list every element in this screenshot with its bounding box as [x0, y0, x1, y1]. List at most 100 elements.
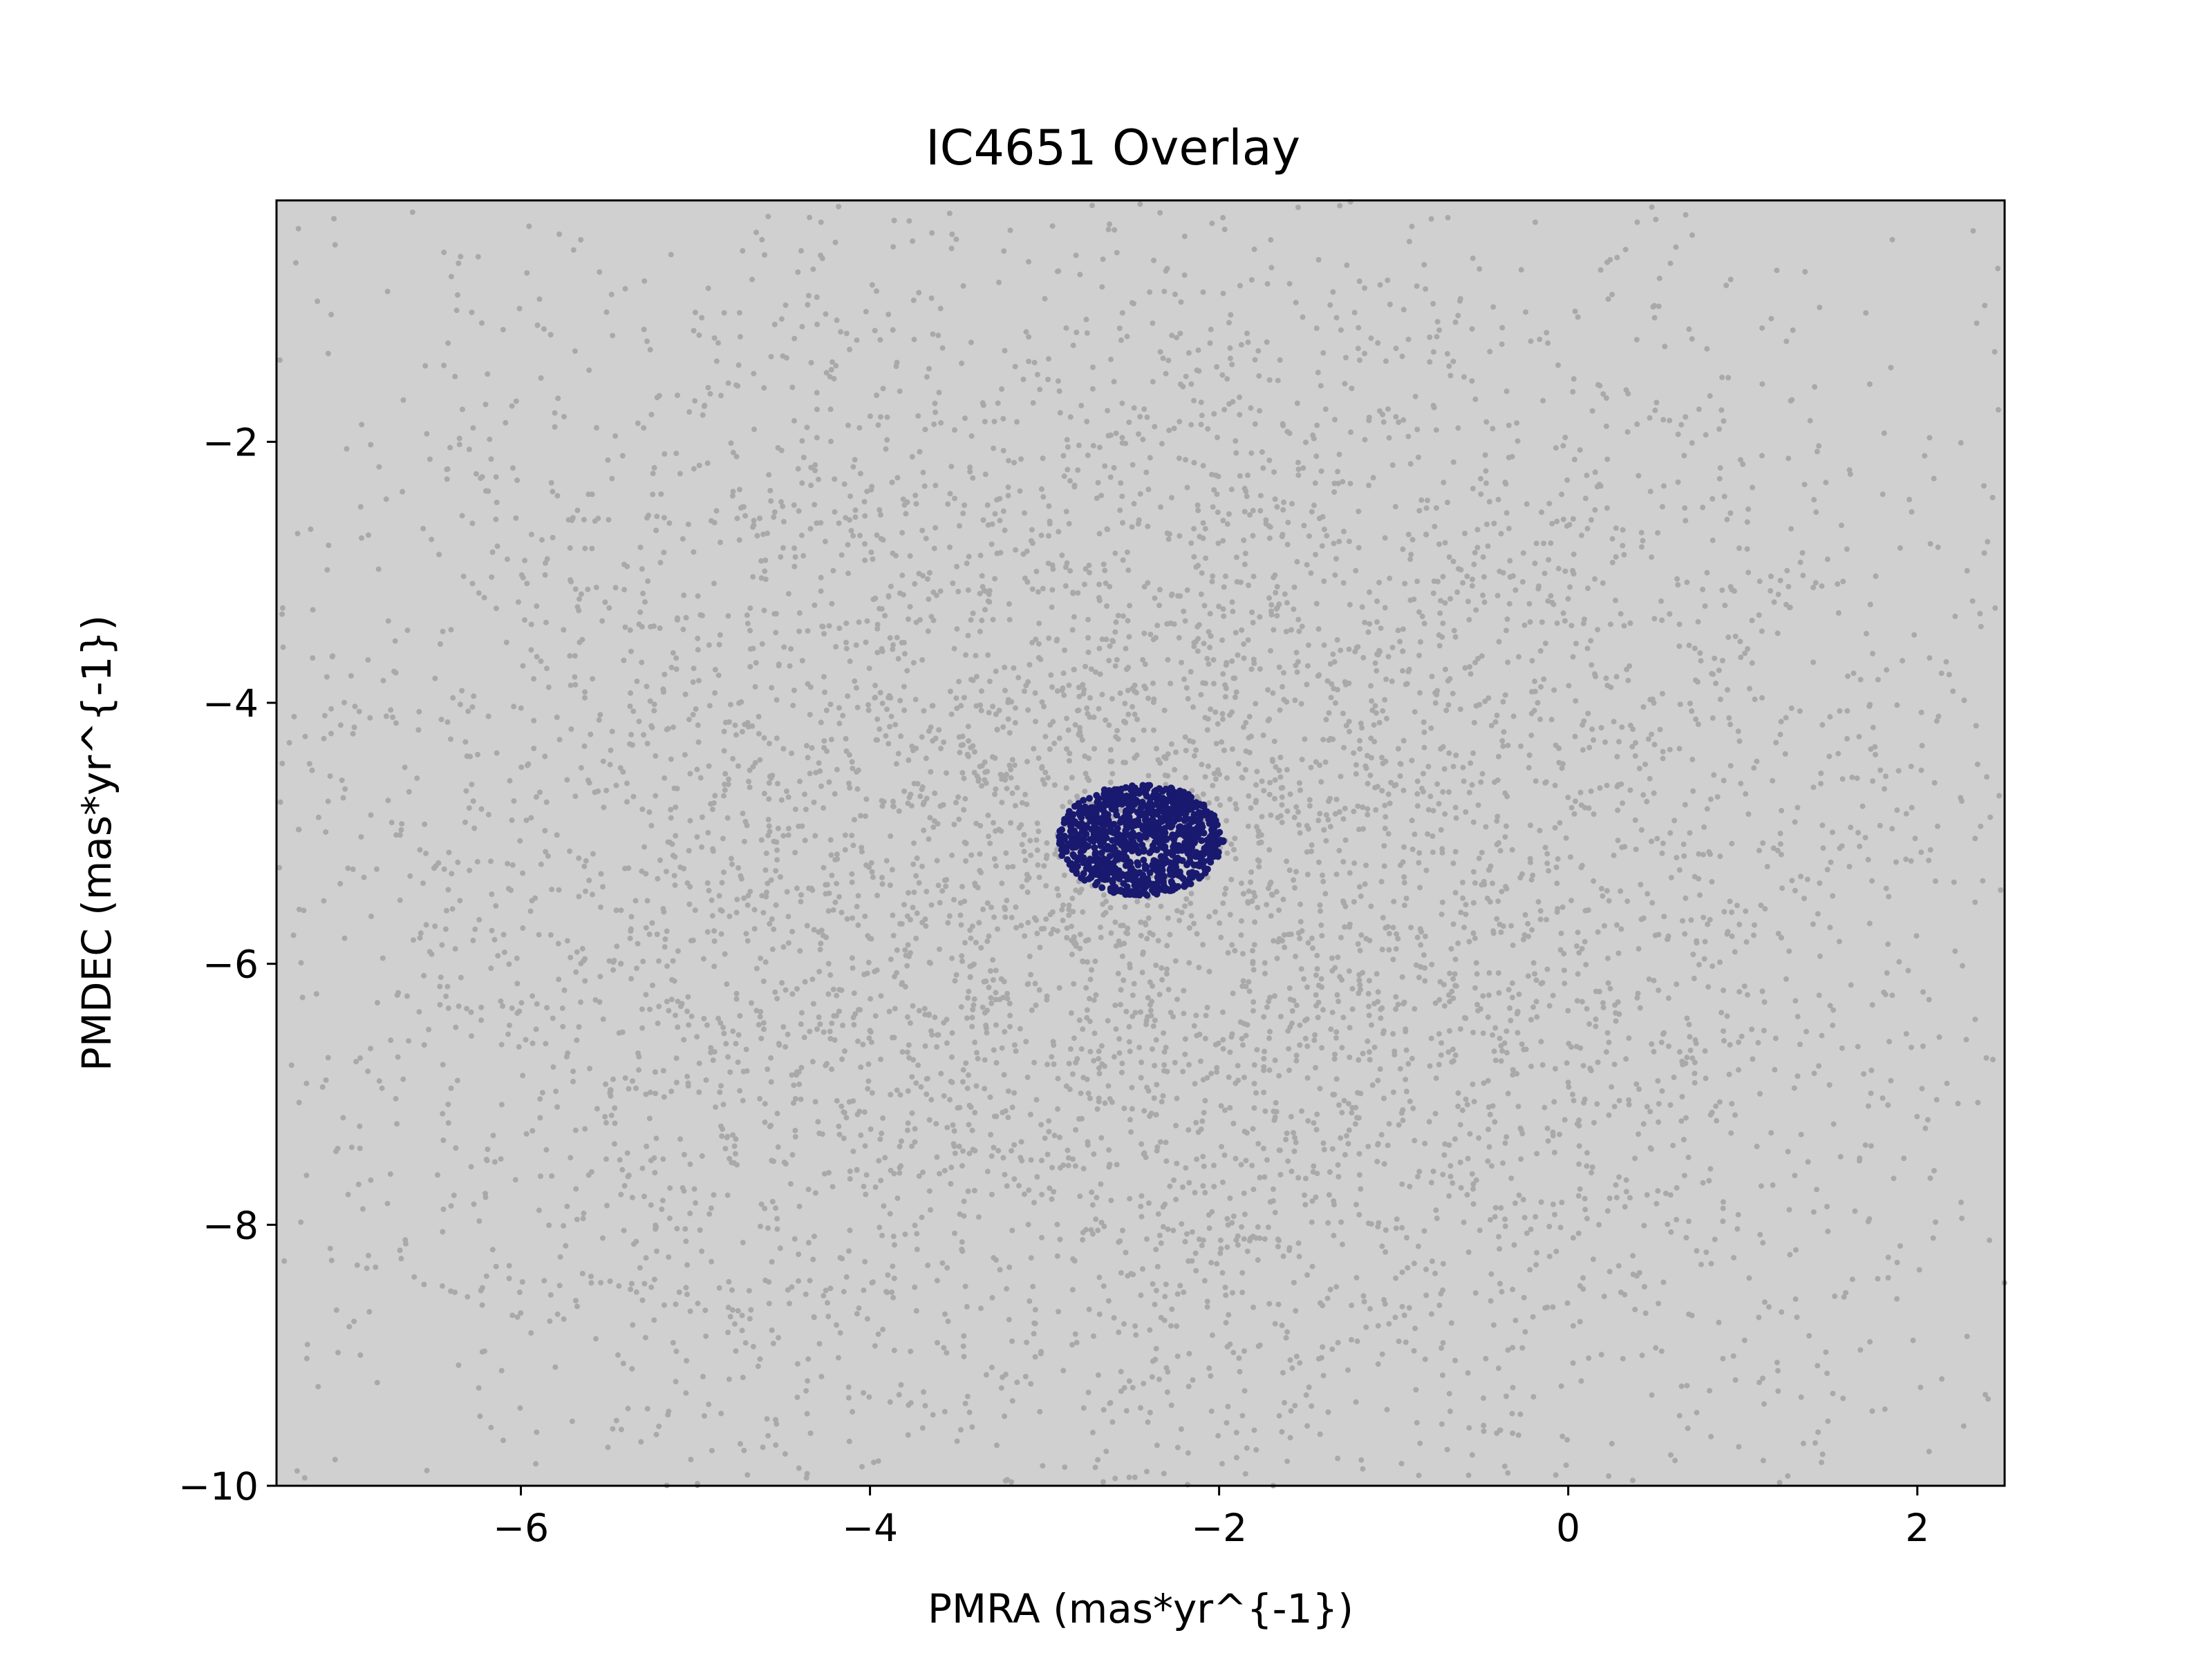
field-point	[390, 714, 396, 720]
field-point	[326, 542, 332, 549]
field-point	[1576, 950, 1582, 956]
field-point	[1351, 750, 1357, 756]
field-point	[691, 1186, 697, 1192]
field-point	[466, 446, 472, 453]
field-point	[1331, 1056, 1338, 1062]
field-point	[1846, 864, 1853, 869]
field-point	[1382, 697, 1388, 703]
field-point	[752, 683, 758, 690]
field-point	[509, 862, 516, 868]
field-point	[1151, 257, 1157, 263]
field-point	[909, 1110, 915, 1116]
field-point	[705, 384, 711, 390]
field-point	[735, 1307, 741, 1314]
field-point	[725, 613, 731, 619]
field-point	[1501, 1463, 1508, 1469]
field-point	[885, 312, 892, 317]
field-point	[484, 1158, 490, 1164]
field-point	[1264, 339, 1270, 345]
field-point	[1987, 1237, 1993, 1243]
field-point	[1636, 766, 1642, 772]
field-point	[939, 345, 946, 351]
field-point	[877, 1225, 883, 1231]
field-point	[839, 1056, 845, 1062]
field-point	[1412, 709, 1418, 715]
field-point	[1382, 535, 1388, 541]
field-point	[1235, 1242, 1241, 1248]
field-point	[303, 1355, 310, 1361]
field-point	[1794, 1073, 1801, 1079]
field-point	[581, 743, 588, 749]
field-point	[766, 1301, 772, 1307]
field-point	[1658, 598, 1665, 604]
field-point	[1262, 970, 1268, 976]
field-point	[1067, 414, 1074, 420]
field-point	[309, 767, 315, 773]
field-point	[1308, 764, 1314, 771]
field-point	[1028, 1255, 1034, 1261]
field-point	[633, 1289, 639, 1295]
field-point	[574, 949, 580, 955]
field-point	[1635, 1131, 1642, 1137]
field-point	[919, 1425, 926, 1431]
field-point	[912, 1284, 918, 1290]
field-point	[416, 708, 422, 715]
field-point	[1194, 1156, 1200, 1162]
field-point	[798, 1064, 805, 1070]
field-point	[1366, 1003, 1372, 1010]
field-point	[1785, 583, 1792, 589]
field-point	[805, 1356, 812, 1362]
field-point	[921, 708, 927, 714]
field-point	[1315, 818, 1322, 824]
field-point	[1810, 585, 1817, 591]
field-point	[735, 1032, 742, 1038]
field-point	[1533, 1214, 1539, 1220]
field-point	[1194, 931, 1200, 937]
field-point	[891, 218, 897, 223]
field-point	[1491, 1048, 1497, 1055]
field-point	[1679, 1094, 1685, 1099]
field-point	[1500, 699, 1506, 705]
field-point	[1241, 1190, 1247, 1196]
field-point	[773, 630, 779, 636]
field-point	[1423, 531, 1430, 538]
field-point	[1234, 578, 1240, 585]
field-point	[1432, 690, 1438, 696]
field-point	[877, 690, 883, 696]
field-point	[842, 832, 848, 838]
field-point	[667, 1185, 673, 1191]
field-point	[1502, 1216, 1508, 1222]
field-point	[1738, 654, 1744, 661]
field-point	[1405, 433, 1412, 440]
field-point	[1130, 703, 1136, 710]
field-point	[1495, 496, 1501, 502]
field-point	[445, 1005, 451, 1011]
field-point	[1099, 636, 1105, 642]
field-point	[1452, 1136, 1458, 1142]
field-point	[1376, 580, 1382, 585]
field-point	[726, 1278, 732, 1285]
field-point	[1206, 629, 1212, 635]
field-point	[1215, 721, 1221, 727]
field-point	[578, 999, 583, 1005]
field-point	[847, 493, 854, 500]
field-point	[1478, 491, 1484, 498]
field-point	[847, 1168, 853, 1174]
field-point	[836, 1131, 843, 1137]
field-point	[1703, 432, 1709, 438]
field-point	[449, 906, 456, 912]
field-point	[1544, 1125, 1550, 1131]
field-point	[1347, 602, 1353, 607]
field-point	[1893, 859, 1899, 865]
field-point	[712, 667, 718, 672]
field-point	[966, 1072, 971, 1078]
field-point	[1293, 1057, 1300, 1064]
field-point	[1416, 652, 1422, 659]
field-point	[913, 1080, 919, 1086]
field-point	[873, 737, 879, 743]
field-point	[1406, 238, 1412, 245]
field-point	[613, 907, 619, 914]
field-point	[969, 1127, 975, 1133]
field-point	[1211, 771, 1217, 777]
field-point	[402, 764, 408, 771]
